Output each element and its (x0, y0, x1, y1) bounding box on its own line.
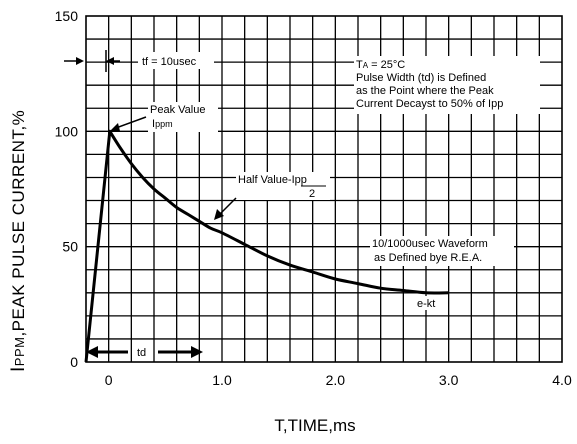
x-tick-label: 2.0 (326, 372, 346, 388)
peak-value-label: Peak Value (150, 104, 205, 116)
y-tick-label: 150 (55, 8, 79, 24)
peak-value-annotation: Peak Value Ippm (110, 102, 218, 132)
y-axis-label: IPPM,PEAK PULSE CURRENT,% (8, 110, 29, 372)
conditions-annotation: TA = 25°C Pulse Width (td) is Defined as… (354, 56, 540, 114)
y-tick-label: 100 (55, 123, 79, 139)
axis-tick-labels: 0 50 100 150 0 1.0 2.0 3.0 4.0 (55, 8, 572, 388)
waveform-annotation: 10/1000usec Waveform as Defined bye R.E.… (370, 236, 514, 266)
x-tick-label: 4.0 (552, 372, 572, 388)
x-tick-label: 1.0 (212, 372, 232, 388)
ta-label: TA = 25°C (356, 59, 405, 71)
half-value-label: Half Value-Ipp (238, 174, 307, 186)
series-line (84, 129, 449, 363)
plot-frame (85, 15, 563, 363)
pulse-width-line-1: Pulse Width (td) is Defined (356, 72, 486, 84)
pulse-width-line-3: Current Decayst to 50% of Ipp (356, 98, 503, 110)
x-tick-label: 0 (105, 372, 113, 388)
pulse-width-line-2: as the Point where the Peak (356, 85, 494, 97)
waveform-line-1: 10/1000usec Waveform (372, 238, 488, 250)
half-value-denominator: 2 (309, 188, 315, 200)
y-tick-label: 50 (62, 239, 78, 255)
td-label: td (137, 347, 146, 359)
ekt-label: e-kt (417, 298, 435, 310)
x-tick-label: 3.0 (439, 372, 459, 388)
ippm-label: Ippm (152, 118, 173, 130)
ekt-annotation: e-kt (414, 296, 444, 310)
tf-annotation: tf = 10usec (64, 50, 214, 72)
waveform-line-2: as Defined bye R.E.A. (374, 252, 482, 264)
td-annotation: td (86, 346, 203, 359)
x-axis-label: T,TIME,ms (274, 416, 355, 435)
tf-label: tf = 10usec (142, 56, 197, 68)
half-value-annotation: Half Value-Ipp 2 (214, 172, 330, 220)
y-tick-label: 0 (70, 354, 78, 370)
